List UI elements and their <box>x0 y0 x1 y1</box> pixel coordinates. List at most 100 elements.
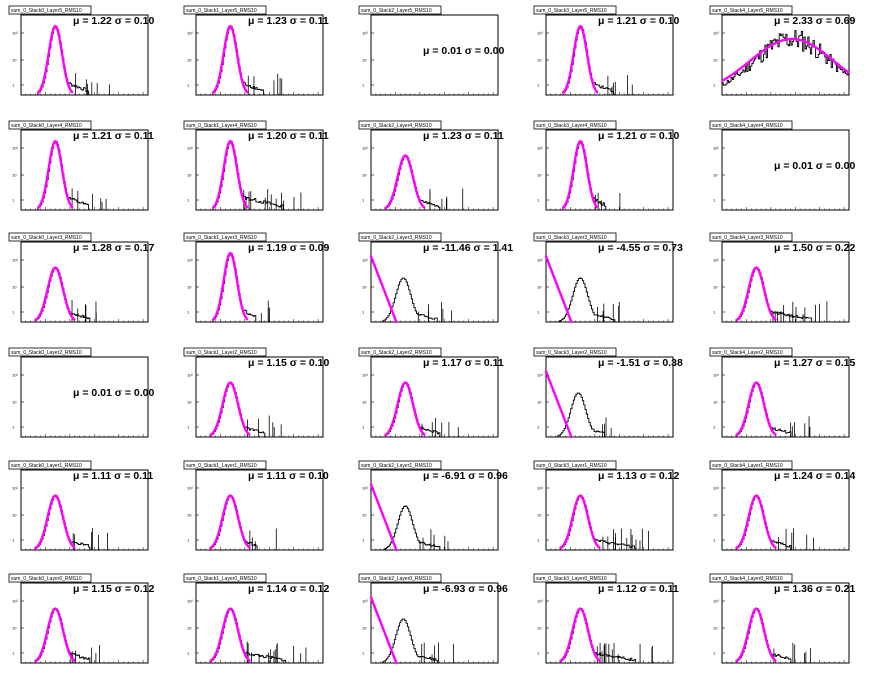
y-tick-label: 1 <box>362 538 365 543</box>
histogram-title: sum_0_Stack3_Layer0_RMS10 <box>536 576 607 582</box>
mu-value: 0.01 <box>91 387 112 399</box>
y-tick-label: 1 <box>537 83 540 88</box>
title-box <box>709 347 793 357</box>
mu-value: 0.01 <box>792 160 813 172</box>
histogram-panel: sum_0_Stack2_Layer3_RMS10 1 10 10² μ = -11.4… <box>358 232 513 324</box>
y-tick-label: 10² <box>713 258 719 263</box>
fit-stats-label: μ = 0.01 σ = 0.00 <box>73 387 155 399</box>
y-tick-label: 10 <box>187 58 192 63</box>
histogram-title: sum_0_Stack0_Layer5_RMS10 <box>11 8 82 14</box>
fit-stats-label: μ = 1.19 σ = 0.09 <box>248 242 330 254</box>
sigma-symbol: σ = <box>465 583 487 595</box>
histogram-panel: sum_0_Stack1_Layer4_RMS10 1 10 10² μ = 1.20 … <box>183 120 329 211</box>
fit-stats-label: μ = -11.46 σ = 1.41 <box>423 242 513 254</box>
title-box <box>8 120 92 130</box>
mu-value: -4.55 <box>616 242 640 254</box>
fit-stats-label: μ = 1.22 σ = 0.10 <box>73 15 155 27</box>
sigma-value: 0.11 <box>309 130 329 142</box>
y-tick-label: 1 <box>537 425 540 430</box>
sigma-value: 0.69 <box>835 15 856 27</box>
y-tick-label: 1 <box>362 83 365 88</box>
y-tick-label: 10² <box>713 373 719 378</box>
fit-stats-label: μ = 1.27 σ = 0.15 <box>774 357 856 369</box>
sigma-symbol: σ = <box>813 357 835 369</box>
y-tick-label: 10² <box>187 258 193 263</box>
title-box <box>183 460 267 470</box>
sigma-symbol: σ = <box>462 130 484 142</box>
sigma-symbol: σ = <box>111 470 133 482</box>
mu-symbol: μ = <box>423 470 441 482</box>
y-tick-label: 1 <box>362 425 365 430</box>
mu-symbol: μ = <box>598 130 616 142</box>
sigma-value: 1.41 <box>493 242 514 254</box>
y-tick-label: 10 <box>537 626 542 631</box>
y-tick-label: 1 <box>187 83 190 88</box>
title-box <box>533 5 617 15</box>
y-tick-label: 1 <box>713 310 716 315</box>
mu-symbol: μ = <box>248 357 266 369</box>
mu-symbol: μ = <box>774 160 792 172</box>
y-tick-label: 1 <box>12 310 15 315</box>
fit-curve <box>36 139 74 209</box>
y-tick-label: 10 <box>187 626 192 631</box>
sigma-symbol: σ = <box>112 583 134 595</box>
mu-symbol: μ = <box>423 357 441 369</box>
fit-curve <box>369 483 398 552</box>
fit-stats-label: μ = 1.50 σ = 0.22 <box>774 242 856 254</box>
mu-value: 1.13 <box>616 470 637 482</box>
histogram-panel: sum_0_Stack2_Layer4_RMS10 1 10 10² μ = 1.23 … <box>358 120 504 211</box>
plot-frame <box>721 241 850 323</box>
plot-frame <box>20 129 149 211</box>
plot-frame <box>721 469 850 551</box>
plot-frame <box>370 241 499 323</box>
y-tick-label: 10 <box>713 173 718 178</box>
mu-symbol: μ = <box>73 130 91 142</box>
mu-symbol: μ = <box>774 357 792 369</box>
title-box <box>533 460 617 470</box>
mu-symbol: μ = <box>423 130 441 142</box>
sigma-value: 0.10 <box>134 15 155 27</box>
sigma-symbol: σ = <box>287 357 309 369</box>
fit-stats-label: μ = 1.12 σ = 0.11 <box>598 583 679 595</box>
y-tick-label: 10² <box>537 373 543 378</box>
mu-value: 1.50 <box>792 242 813 254</box>
plot-frame <box>370 129 499 211</box>
title-box <box>358 460 442 470</box>
y-tick-label: 10 <box>187 513 192 518</box>
histogram-title: sum_0_Stack2_Layer2_RMS10 <box>361 350 432 356</box>
sigma-value: 0.10 <box>659 15 680 27</box>
y-tick-label: 10² <box>713 486 719 491</box>
histogram-panel: sum_0_Stack3_Layer5_RMS10 1 10 10² μ = 1.21 … <box>533 5 680 96</box>
histogram-title: sum_0_Stack4_Layer3_RMS10 <box>712 235 783 241</box>
mu-value: 1.12 <box>616 583 637 595</box>
y-tick-label: 10 <box>713 58 718 63</box>
y-tick-label: 10 <box>187 285 192 290</box>
title-box <box>358 120 442 130</box>
mu-value: 1.11 <box>266 470 286 482</box>
histogram-series <box>196 25 324 96</box>
y-tick-label: 10² <box>537 146 543 151</box>
fit-stats-label: μ = 1.28 σ = 0.17 <box>73 242 155 254</box>
histogram-title: sum_0_Stack4_Layer0_RMS10 <box>712 576 783 582</box>
title-box <box>8 460 92 470</box>
y-tick-label: 10 <box>537 173 542 178</box>
fit-curve <box>721 37 850 82</box>
plot-frame <box>20 241 149 323</box>
sigma-value: 0.11 <box>133 470 153 482</box>
y-tick-label: 1 <box>187 310 190 315</box>
fit-stats-label: μ = 1.15 σ = 0.10 <box>248 357 330 369</box>
y-tick-label: 10² <box>12 373 18 378</box>
histogram-title: sum_0_Stack1_Layer4_RMS10 <box>186 123 257 129</box>
mu-value: 1.28 <box>91 242 112 254</box>
sigma-symbol: σ = <box>813 160 835 172</box>
title-box <box>183 5 267 15</box>
sigma-value: 0.21 <box>835 583 856 595</box>
plot-frame <box>195 582 324 664</box>
y-tick-label: 10² <box>362 599 368 604</box>
histogram-series <box>196 140 324 211</box>
mu-value: 1.17 <box>441 357 462 369</box>
fit-stats-label: μ = 1.13 σ = 0.12 <box>598 470 680 482</box>
sigma-value: 0.96 <box>487 583 508 595</box>
fit-curve <box>561 24 599 94</box>
title-box <box>8 573 92 583</box>
